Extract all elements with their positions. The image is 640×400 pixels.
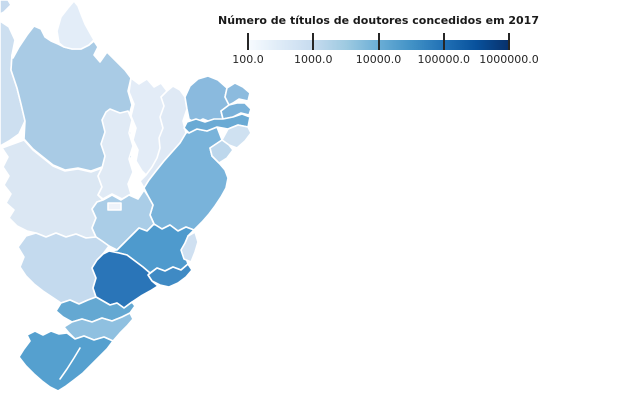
- colorbar-tick-1: [312, 33, 315, 50]
- lagoa-dos-patos-waterline: [59, 347, 81, 380]
- colorbar-tick-label-3: 100000.0: [417, 53, 471, 66]
- state-to: [97, 108, 134, 200]
- colorbar-tick-label-1: 1000.0: [294, 53, 333, 66]
- colorbar-tick-3: [442, 33, 445, 50]
- state-df: [107, 202, 122, 211]
- legend-title: Número de títulos de doutores concedidos…: [218, 14, 539, 27]
- colorbar-tick-0: [247, 33, 249, 50]
- state-pb: [220, 102, 252, 120]
- state-es: [180, 231, 199, 263]
- state-pa: [10, 25, 133, 172]
- colorbar-tick-4: [508, 33, 510, 50]
- state-rs: [18, 330, 114, 392]
- state-rr: [0, 0, 12, 15]
- state-rn: [224, 82, 251, 106]
- state-se: [209, 139, 234, 164]
- states-group: [0, 0, 252, 392]
- colorbar-legend: Número de títulos de doutores concedidos…: [218, 12, 539, 72]
- state-ap: [56, 0, 95, 50]
- colorbar-gradient: 100.0 1000.0 10000.0 100000.0 1000000.0: [232, 33, 539, 66]
- colorbar-tick-2: [377, 33, 380, 50]
- colorbar-tick-label-0: 100.0: [232, 53, 264, 66]
- colorbar-tick-label-4: 1000000.0: [479, 53, 539, 66]
- colorbar-tick-label-2: 10000.0: [355, 53, 402, 66]
